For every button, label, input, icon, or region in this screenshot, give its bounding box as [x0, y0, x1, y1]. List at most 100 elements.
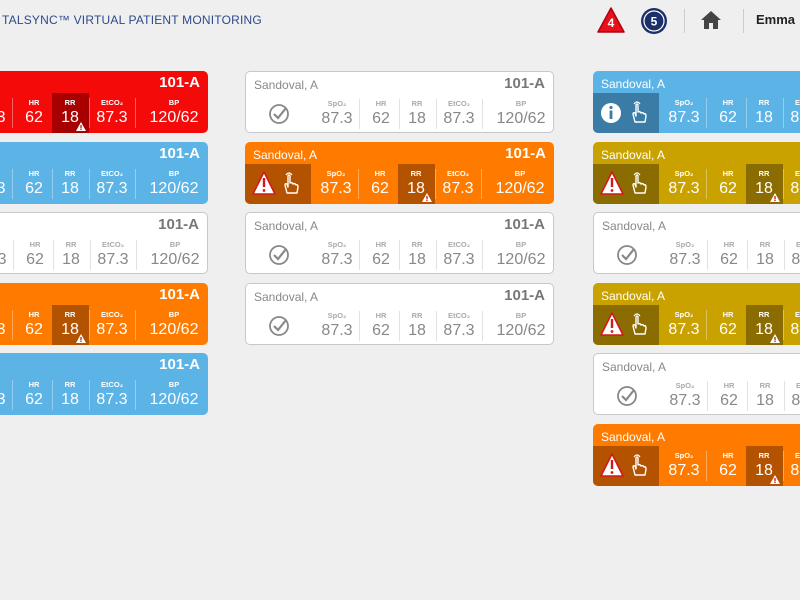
status-icon-box	[594, 376, 660, 414]
room-number: 101-A	[159, 144, 200, 162]
vital-value: 62	[26, 251, 44, 269]
vital-alert	[52, 93, 89, 133]
vital-label: HR	[375, 310, 387, 320]
vital-label: HR	[29, 240, 41, 250]
patient-name: Sandoval, A	[254, 289, 319, 304]
patient-name: Sandoval, A	[253, 147, 318, 162]
vital-label: RR	[759, 240, 771, 250]
patient-name: Sandoval, A	[254, 219, 319, 234]
vital-label: SpO₂	[327, 99, 347, 108]
vital-alert	[746, 304, 783, 345]
vital-separator	[747, 240, 748, 271]
vital-separator	[482, 240, 483, 271]
vital-separator	[784, 240, 785, 271]
vital-value: 62	[719, 462, 737, 479]
vital-separator	[359, 240, 360, 271]
vital-separator	[52, 380, 53, 411]
vital-separator	[12, 309, 13, 340]
vital-label: HR	[722, 451, 734, 460]
vital-separator	[436, 240, 437, 271]
vital-value: 18	[61, 179, 79, 197]
status-icon-box	[593, 446, 659, 486]
vital-value: 62	[371, 179, 389, 197]
status-icon-box	[593, 93, 659, 133]
warning-icon	[600, 311, 647, 336]
vital-alert	[746, 446, 783, 486]
vital-value: 87.3	[669, 392, 701, 410]
vital-separator	[90, 240, 91, 271]
vital-label: RR	[64, 380, 76, 390]
check-icon	[617, 386, 637, 407]
vital-label: EtCO₂	[794, 309, 800, 319]
vital-label: SpO₂	[0, 310, 12, 319]
vital-separator	[135, 168, 136, 199]
divider	[684, 9, 685, 33]
user-name[interactable]: Emma	[756, 12, 796, 27]
vital-label: EtCO₂	[446, 168, 470, 178]
vital-label: EtCO₂	[447, 310, 471, 320]
vital-label: SpO₂	[327, 310, 347, 320]
vital-separator	[706, 451, 707, 481]
vital-label: EtCO₂	[100, 309, 124, 319]
vital-label: RR	[65, 240, 77, 250]
home-button[interactable]	[700, 10, 722, 30]
vital-label: BP	[169, 240, 181, 250]
patient-card[interactable]: Sandoval, A 101-A SpO₂ 87.3 HR 62 RR 18 EtCO₂ 87.…	[245, 71, 554, 133]
vital-value: 87.3	[791, 251, 800, 269]
vital-value: 62	[720, 251, 738, 269]
vital-label: SpO₂	[675, 240, 695, 250]
vital-separator	[135, 309, 136, 340]
room-number: 101-A	[159, 285, 200, 303]
vital-value: 120/62	[496, 110, 546, 127]
vital-label: SpO₂	[674, 451, 694, 460]
vital-label: EtCO₂	[794, 98, 800, 107]
vital-value: 18	[408, 321, 426, 339]
alert-badge[interactable]: 4	[596, 6, 626, 34]
vital-label: SpO₂	[674, 98, 694, 107]
vital-label: SpO₂	[327, 240, 347, 250]
check-icon	[269, 104, 289, 124]
room-number: 101-A	[158, 216, 199, 234]
status-icon-box	[246, 235, 312, 273]
vital-label: EtCO₂	[447, 99, 471, 108]
vital-value: 62	[372, 321, 390, 339]
vital-label: HR	[28, 98, 40, 107]
vital-label: SpO₂	[326, 168, 346, 178]
vital-label: HR	[723, 240, 735, 250]
vital-label: HR	[375, 240, 387, 250]
notice-badge[interactable]: 5	[640, 7, 668, 35]
patient-card[interactable]: Sandoval, A 101-A SpO₂ 87.3 HR 62 RR 18 EtCO₂ 87.…	[245, 212, 554, 275]
room-number: 101-A	[505, 144, 546, 162]
vital-label: HR	[375, 99, 387, 108]
vital-label: EtCO₂	[785, 240, 800, 249]
vital-value: 18	[755, 179, 773, 197]
patient-card[interactable]: Sandoval, A 101-A SpO₂ 87.3 HR 62 RR 18 EtCO₂ 87.…	[245, 282, 554, 345]
vital-value: 18	[756, 251, 774, 269]
status-icon-box	[594, 235, 660, 273]
patient-card[interactable]: Sandoval, A 101-A SpO₂ 87.3 HR 62 RR 18 EtCO₂ 87.…	[245, 141, 554, 204]
vital-label: EtCO₂	[100, 380, 124, 390]
room-number: 101-A	[159, 356, 200, 374]
vital-separator	[436, 99, 437, 129]
patient-name: Sandoval, A	[602, 219, 667, 234]
vital-value: 87.3	[0, 179, 6, 197]
vital-value: 120/62	[149, 320, 199, 338]
vital-value: 87.3	[668, 320, 700, 338]
vital-value: 87.3	[321, 321, 353, 339]
vital-value: 87.3	[668, 109, 700, 126]
vital-label: EtCO₂	[100, 168, 124, 178]
vital-separator	[89, 168, 90, 199]
vital-separator	[12, 168, 13, 199]
